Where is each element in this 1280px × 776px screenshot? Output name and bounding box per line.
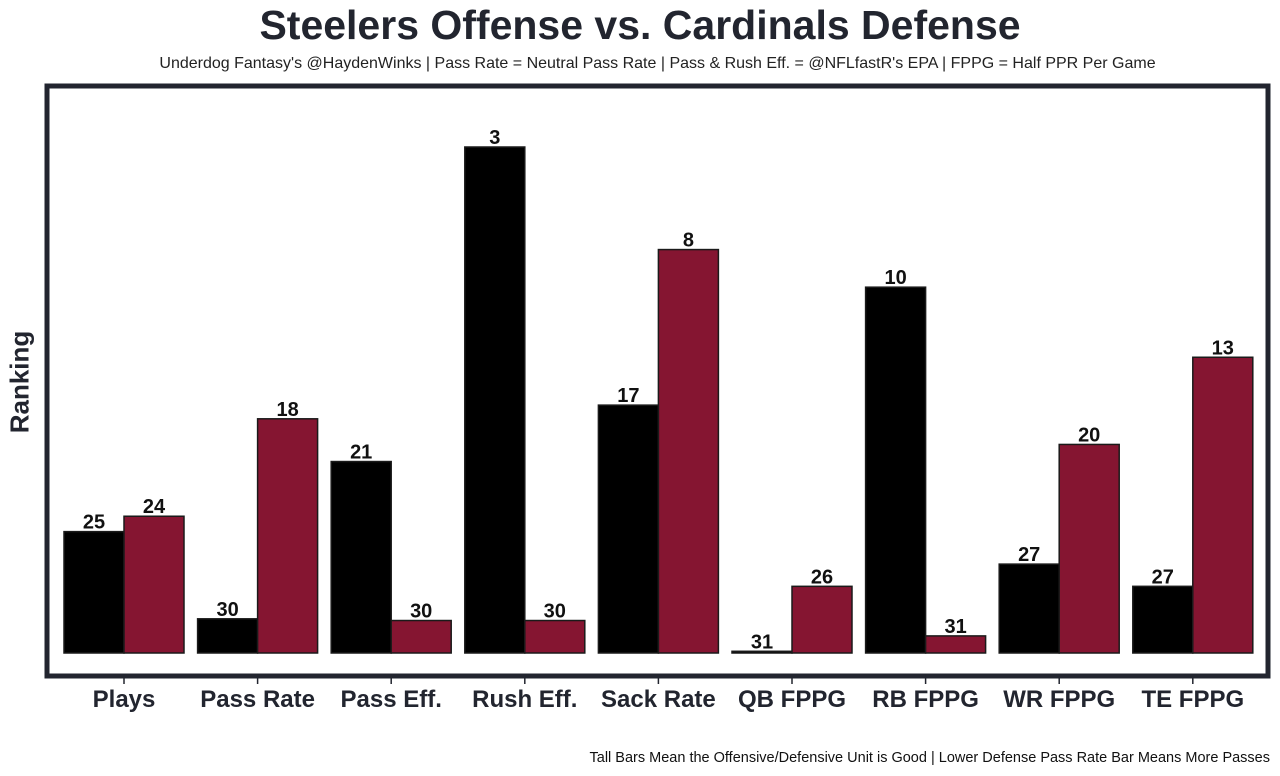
defense-rank-label-8: 20: [1078, 424, 1100, 446]
defense-bar-9: [1192, 356, 1254, 654]
offense-bar-9: [1132, 585, 1194, 654]
offense-rank-label-5: 17: [617, 385, 639, 407]
offense-rank-label-6: 31: [751, 631, 773, 653]
offense-bar-4: [464, 146, 526, 654]
x-tick-label: TE FPPG: [1141, 686, 1244, 713]
defense-rank-label-3: 30: [410, 601, 432, 623]
offense-bar-7: [864, 286, 927, 654]
offense-rank-label-8: 27: [1018, 544, 1040, 566]
offense-bar-5: [597, 404, 660, 654]
x-tick-label: Plays: [93, 686, 156, 713]
x-axis: Plays Pass Rate Pass Eff. Rush Eff. Sack Rat…: [93, 678, 1244, 713]
offense-bar-2: [196, 618, 259, 654]
defense-rank-label-7: 31: [944, 616, 966, 638]
defense-bar-4: [524, 619, 586, 654]
x-tick-label: QB FPPG: [738, 686, 846, 713]
x-tick-label: WR FPPG: [1003, 686, 1115, 713]
offense-rank-label-7: 10: [884, 267, 906, 289]
offense-bar-1: [63, 530, 125, 654]
defense-rank-label-6: 26: [811, 566, 833, 588]
defense-bar-2: [256, 418, 319, 654]
defense-rank-label-5: 8: [683, 230, 694, 252]
offense-rank-label-9: 27: [1152, 566, 1174, 588]
x-tick-label: Pass Rate: [200, 686, 315, 713]
defense-bar-3: [390, 619, 452, 654]
x-tick-label: Pass Eff.: [341, 686, 442, 713]
defense-bar-1: [123, 515, 185, 654]
offense-rank-label-4: 3: [489, 127, 500, 149]
x-tick-label: Sack Rate: [601, 686, 716, 713]
defense-rank-label-9: 13: [1212, 337, 1234, 359]
x-tick-label: Rush Eff.: [472, 686, 577, 713]
defense-bar-8: [1058, 443, 1120, 654]
chart-title: Steelers Offense vs. Cardinals Defense: [259, 2, 1021, 48]
defense-rank-label-1: 24: [143, 496, 166, 518]
offense-bar-8: [998, 563, 1060, 654]
defense-rank-label-4: 30: [544, 601, 566, 623]
defense-bar-7: [924, 635, 987, 654]
defense-rank-label-2: 18: [276, 399, 298, 421]
offense-rank-label-2: 30: [216, 599, 238, 621]
chart-subtitle: Underdog Fantasy's @HaydenWinks | Pass R…: [159, 55, 1156, 72]
defense-bar-6: [791, 585, 853, 654]
offense-bar-3: [330, 460, 392, 654]
defense-bar-5: [657, 248, 720, 654]
bars-group: 25 24 30 18 21 30 3 30 17 8 31 26 10 31 27 20 27 13: [63, 127, 1254, 654]
chart-footnote: Tall Bars Mean the Offensive/Defensive U…: [589, 750, 1270, 766]
offense-rank-label-3: 21: [350, 442, 372, 464]
x-tick-label: RB FPPG: [872, 686, 979, 713]
offense-rank-label-1: 25: [83, 512, 105, 534]
